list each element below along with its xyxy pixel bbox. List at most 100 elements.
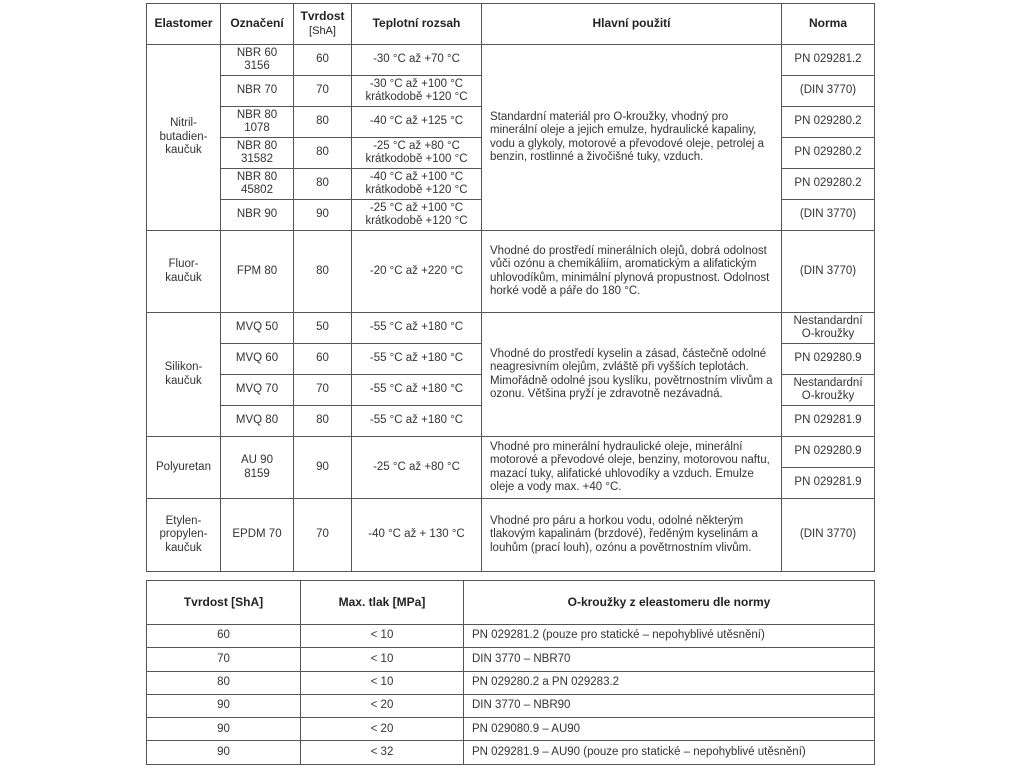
- teplota-cell: -55 °C až +180 °C: [351, 312, 482, 344]
- table-row: NBR 80 31582 80 -25 °C až +80 °C krátkodob…: [147, 137, 875, 169]
- teplota-cell: -40 °C až + 130 °C: [351, 498, 482, 572]
- table-row: 80 < 10 PN 029280.2 a PN 029283.2: [146, 670, 875, 695]
- tvrdost-cell: 80: [293, 230, 352, 313]
- teplota-cell: -55 °C až +180 °C: [351, 405, 482, 437]
- oznaceni-cell: MVQ 70: [220, 374, 294, 406]
- max-tlak-cell: < 10: [300, 670, 464, 695]
- table-row: Etylen- propylen- kaučuk EPDM 70 70 -40 °C …: [146, 498, 875, 572]
- norma-cell: PN 029080.9 – AU90: [463, 717, 875, 742]
- norma-cell: PN 029280.9: [781, 436, 875, 468]
- tvrdost-cell: 90: [293, 436, 352, 499]
- table-row: NBR 90 90 -25 °C až +100 °C krátkodobě +12…: [147, 199, 875, 231]
- norma-cell: (DIN 3770): [781, 199, 875, 231]
- table-row: Nitril- butadien- kaučuk NBR 60 3156 60 -30…: [146, 44, 875, 231]
- norma-cell: PN 029281.9 – AU90 (pouze pro statické –…: [463, 740, 875, 765]
- teplota-cell: -40 °C až +100 °C krátkodobě +120 °C: [351, 168, 482, 200]
- tvrdost-cell: 80: [146, 670, 301, 695]
- tvrdost-cell: 60: [293, 343, 352, 375]
- tvrdost-cell: 70: [146, 647, 301, 672]
- oznaceni-cell: NBR 60 3156: [220, 44, 294, 76]
- header-row: Elastomer Označení Tvrdost [ShA] Teplotní…: [146, 3, 875, 45]
- teplota-cell: -55 °C až +180 °C: [351, 343, 482, 375]
- header-max-tlak: Max. tlak [MPa]: [300, 580, 464, 625]
- tvrdost-cell: 90: [146, 717, 301, 742]
- table-row: MVQ 80 80 -55 °C až +180 °C PN 029281.9: [147, 405, 875, 437]
- norma-cell: PN 029281.9: [781, 467, 875, 499]
- usage-cell: Standardní materiál pro O-kroužky, vhodn…: [481, 44, 782, 231]
- oznaceni-cell: NBR 70: [220, 75, 294, 107]
- header-norma: O-kroužky z eleastomeru dle normy: [463, 580, 875, 625]
- teplota-cell: -55 °C až +180 °C: [351, 374, 482, 406]
- tvrdost-cell: 90: [293, 199, 352, 231]
- oznaceni-cell: NBR 90: [220, 199, 294, 231]
- tvrdost-cell: 90: [146, 740, 301, 765]
- oznaceni-cell: NBR 80 45802: [220, 168, 294, 200]
- header-oznaceni: Označení: [220, 3, 294, 45]
- oznaceni-cell: NBR 80 31582: [220, 137, 294, 169]
- oznaceni-cell: MVQ 60: [220, 343, 294, 375]
- table-row: Polyuretan AU 90 8159 90 -25 °C až +80 °C Vh…: [146, 436, 875, 499]
- teplota-cell: -25 °C až +80 °C: [351, 436, 482, 499]
- norma-cell: DIN 3770 – NBR70: [463, 647, 875, 672]
- teplota-cell: -25 °C až +80 °C krátkodobě +100 °C: [351, 137, 482, 169]
- tvrdost-cell: 70: [293, 75, 352, 107]
- elastomer-cell: Nitril- butadien- kaučuk: [146, 44, 221, 231]
- tvrdost-cell: 80: [293, 137, 352, 169]
- table-row: 70 < 10 DIN 3770 – NBR70: [146, 647, 875, 672]
- usage-cell: Vhodné do prostředí minerálních olejů, d…: [481, 230, 782, 313]
- table-row: 90 < 32 PN 029281.9 – AU90 (pouze pro stat…: [146, 740, 875, 765]
- teplota-cell: -40 °C až +125 °C: [351, 106, 482, 138]
- elastomer-table: Elastomer Označení Tvrdost [ShA] Teplotní…: [146, 3, 875, 572]
- norma-cell: PN 029281.2: [781, 44, 875, 76]
- table-row: Fluor- kaučuk FPM 80 80 -20 °C až +220 °C Vh…: [146, 230, 875, 313]
- norma-cell: PN 029280.2: [781, 137, 875, 169]
- table-row: Silikon- kaučuk MVQ 50 50 -55 °C až +180 °C…: [146, 312, 875, 437]
- tvrdost-cell: 90: [146, 693, 301, 719]
- teplota-cell: -30 °C až +100 °C krátkodobě +120 °C: [351, 75, 482, 107]
- norma-cell: DIN 3770 – NBR90: [463, 693, 875, 719]
- header-tvrdost: Tvrdost [ShA]: [146, 580, 301, 625]
- max-tlak-cell: < 32: [300, 740, 464, 765]
- tvrdost-cell: 60: [146, 623, 301, 649]
- elastomer-cell: Fluor- kaučuk: [146, 230, 221, 313]
- max-tlak-cell: < 10: [300, 623, 464, 649]
- elastomer-cell: Silikon- kaučuk: [146, 312, 221, 437]
- elastomer-cell: Etylen- propylen- kaučuk: [146, 498, 221, 572]
- elastomer-cell: Polyuretan: [146, 436, 221, 499]
- header-pouziti: Hlavní použití: [481, 3, 782, 45]
- oznaceni-cell: MVQ 50: [220, 312, 294, 344]
- oznaceni-cell: MVQ 80: [220, 405, 294, 437]
- teplota-cell: -30 °C až +70 °C: [351, 44, 482, 76]
- header-teplota: Teplotní rozsah: [351, 3, 482, 45]
- teplota-cell: -25 °C až +100 °C krátkodobě +120 °C: [351, 199, 482, 231]
- norma-cell: PN 029281.2 (pouze pro statické – nepohy…: [463, 623, 875, 649]
- norma-cell: PN 029280.2: [781, 106, 875, 138]
- usage-cell: Vhodné pro páru a horkou vodu, odolné ně…: [481, 498, 782, 572]
- table-row: 90 < 20 PN 029080.9 – AU90: [146, 717, 875, 742]
- header-row: Tvrdost [ShA] Max. tlak [MPa] O-kroužky …: [146, 580, 875, 625]
- norma-cell: PN 029280.2: [781, 168, 875, 200]
- teplota-cell: -20 °C až +220 °C: [351, 230, 482, 313]
- header-tvrdost-unit: [ShA]: [309, 24, 336, 37]
- norma-cell: Nestandardní O-kroužky: [781, 312, 875, 344]
- norma-cell: (DIN 3770): [781, 498, 875, 572]
- max-tlak-cell: < 10: [300, 647, 464, 672]
- usage-cell: Vhodné pro minerální hydraulické oleje, …: [481, 436, 782, 499]
- header-elastomer: Elastomer: [146, 3, 221, 45]
- norma-cell: PN 029281.9: [781, 405, 875, 437]
- norma-cell: Nestandardní O-kroužky: [781, 374, 875, 406]
- norma-cell: (DIN 3770): [781, 75, 875, 107]
- header-tvrdost-label: Tvrdost: [300, 9, 345, 23]
- table-row: NBR 70 70 -30 °C až +100 °C krátkodobě +12…: [147, 75, 875, 107]
- table-row: 90 < 20 DIN 3770 – NBR90: [146, 693, 875, 719]
- tvrdost-cell: 60: [293, 44, 352, 76]
- norma-cell: PN 029280.9: [781, 343, 875, 375]
- oznaceni-cell: FPM 80: [220, 230, 294, 313]
- tvrdost-cell: 80: [293, 168, 352, 200]
- norma-cell: (DIN 3770): [781, 230, 875, 313]
- max-tlak-cell: < 20: [300, 693, 464, 719]
- pressure-table: Tvrdost [ShA] Max. tlak [MPa] O-kroužky …: [146, 580, 875, 765]
- oznaceni-cell: EPDM 70: [220, 498, 294, 572]
- tvrdost-cell: 70: [293, 498, 352, 572]
- tvrdost-cell: 80: [293, 106, 352, 138]
